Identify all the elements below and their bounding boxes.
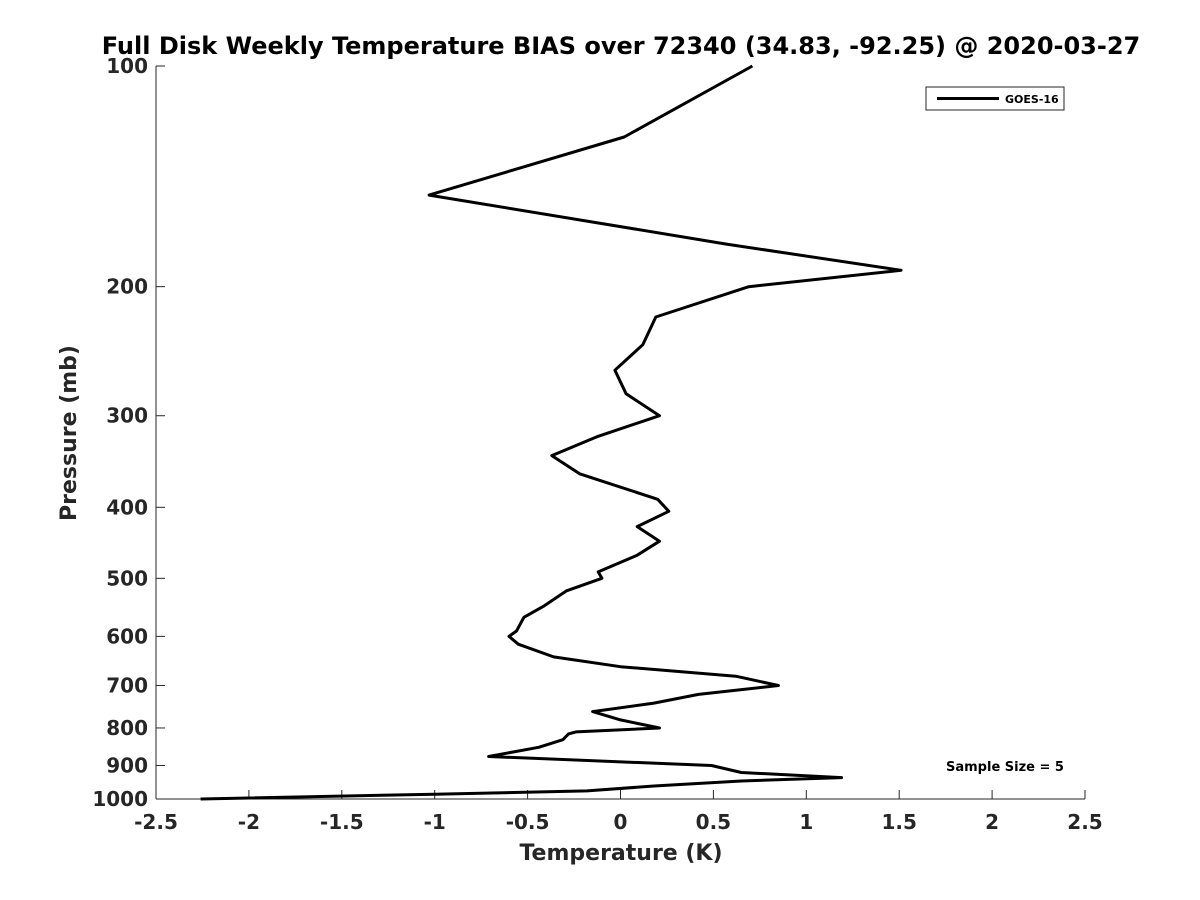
x-tick-label: 2 [985, 810, 999, 834]
y-tick-label: 700 [106, 673, 148, 697]
plot-area [156, 66, 1085, 799]
y-tick-label: 500 [106, 566, 148, 590]
y-axis-label: Pressure (mb) [57, 345, 82, 521]
x-tick-label: -2 [238, 810, 260, 834]
y-tick-label: 200 [106, 275, 148, 299]
y-tick-label: 300 [106, 404, 148, 428]
y-tick-label: 600 [106, 624, 148, 648]
y-tick-label: 1000 [92, 787, 148, 811]
x-tick-label: -2.5 [134, 810, 178, 834]
x-tick-label: 2.5 [1067, 810, 1102, 834]
x-tick-label: -0.5 [506, 810, 550, 834]
sample-size-annotation: Sample Size = 5 [946, 760, 1064, 775]
legend-label: GOES-16 [1005, 93, 1059, 106]
y-tick-label: 100 [106, 54, 148, 78]
x-tick-label: 0.5 [696, 810, 731, 834]
x-tick-label: -1.5 [320, 810, 364, 834]
y-tick-label: 900 [106, 753, 148, 777]
y-axis-ticks: 100 200 300 400 500 600 700 800 900 1000 [92, 54, 165, 811]
legend: GOES-16 [925, 86, 1065, 111]
series-line-goes-16 [200, 64, 903, 801]
x-axis-label: Temperature (K) [519, 841, 722, 866]
chart-title: Full Disk Weekly Temperature BIAS over 7… [102, 32, 1141, 60]
x-tick-label: 1 [799, 810, 813, 834]
y-tick-label: 400 [106, 495, 148, 519]
x-tick-label: 0 [614, 810, 628, 834]
y-tick-label: 800 [106, 716, 148, 740]
series-group [200, 64, 903, 801]
x-tick-label: 1.5 [881, 810, 916, 834]
x-axis-ticks: -2.5 -2 -1.5 -1 -0.5 0 0.5 1 1.5 2 2.5 [134, 790, 1103, 834]
x-tick-label: -1 [424, 810, 446, 834]
